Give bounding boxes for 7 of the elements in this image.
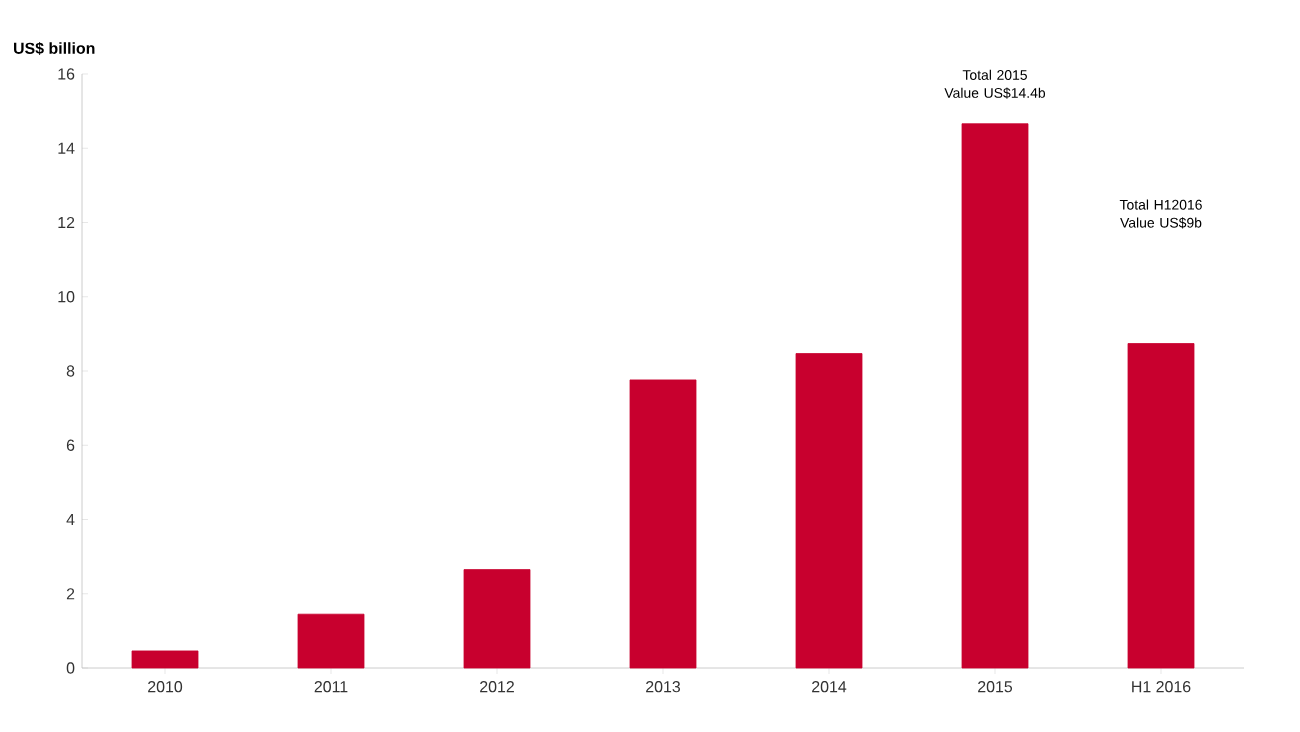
- bar: [961, 123, 1029, 669]
- bar: [1127, 343, 1195, 669]
- bar: [629, 379, 697, 669]
- bar: [795, 353, 863, 669]
- bar: [463, 569, 531, 669]
- bar: [297, 613, 365, 669]
- bar: [131, 650, 199, 669]
